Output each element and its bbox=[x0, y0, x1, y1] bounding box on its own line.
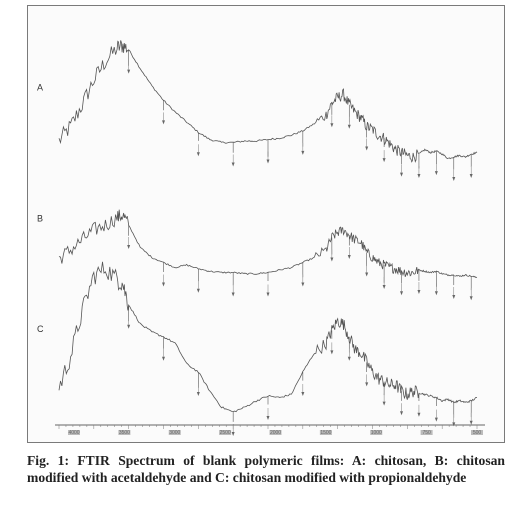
peak-marker bbox=[417, 412, 421, 417]
peak-marker bbox=[400, 411, 404, 416]
x-tick-box bbox=[118, 430, 131, 435]
x-tick-label: 4000 bbox=[68, 430, 79, 436]
peak-marker bbox=[469, 420, 473, 425]
x-tick-label: 750 bbox=[422, 430, 431, 436]
peak-marker bbox=[382, 158, 386, 163]
peak-marker bbox=[469, 296, 473, 301]
peak-marker bbox=[231, 432, 235, 436]
peak-marker bbox=[231, 162, 235, 167]
x-tick-box bbox=[68, 430, 80, 435]
peak-marker bbox=[301, 392, 305, 396]
x-tick-label: 1000 bbox=[371, 430, 382, 436]
peak-marker bbox=[301, 150, 305, 155]
peak-marker bbox=[452, 295, 456, 299]
peak-marker bbox=[347, 255, 351, 259]
peak-marker bbox=[365, 272, 369, 277]
peak-marker bbox=[434, 417, 438, 422]
series-label-b: B bbox=[37, 213, 43, 223]
series-c: C bbox=[37, 261, 478, 436]
peak-marker bbox=[452, 422, 456, 427]
series-line-a bbox=[58, 40, 478, 163]
peak-marker bbox=[127, 69, 131, 74]
peak-marker bbox=[382, 285, 386, 289]
peak-marker bbox=[162, 356, 165, 361]
peak-marker bbox=[196, 288, 200, 293]
peak-marker bbox=[162, 120, 165, 125]
series-label-a: A bbox=[37, 82, 43, 92]
peak-marker bbox=[434, 291, 438, 296]
peak-marker bbox=[266, 416, 270, 420]
series-a: A bbox=[37, 40, 478, 181]
peak-marker bbox=[330, 123, 334, 128]
ftir-spectrum-chart: A B C 4000 3500 3000 2500 2000 1500 1000 750 500 bbox=[37, 40, 485, 436]
series-label-c: C bbox=[37, 324, 44, 334]
peak-marker bbox=[365, 146, 369, 151]
x-tick-box bbox=[471, 430, 483, 435]
peak-marker bbox=[196, 392, 200, 396]
x-tick-label: 3500 bbox=[119, 430, 130, 436]
x-tick-box bbox=[219, 430, 232, 435]
peak-marker bbox=[231, 292, 235, 297]
peak-marker bbox=[127, 245, 131, 249]
peak-marker bbox=[400, 172, 404, 177]
series-line-b bbox=[58, 209, 478, 278]
series-layer: A B C bbox=[37, 40, 478, 436]
series-b: B bbox=[37, 209, 478, 301]
x-tick-label: 3000 bbox=[169, 430, 180, 436]
x-tick-label: 500 bbox=[473, 430, 482, 436]
x-tick-box bbox=[370, 430, 383, 435]
peak-marker bbox=[127, 324, 131, 329]
x-axis: 4000 3500 3000 2500 2000 1500 1000 750 500 bbox=[55, 424, 485, 436]
series-line-c bbox=[58, 261, 478, 413]
figure-caption: Fig. 1: FTIR Spectrum of blank polymeric… bbox=[27, 453, 505, 485]
peak-marker bbox=[330, 257, 334, 262]
peak-marker bbox=[434, 171, 438, 176]
x-tick-box bbox=[420, 430, 433, 435]
x-tick-label: 1500 bbox=[320, 430, 331, 436]
peak-marker bbox=[301, 282, 305, 287]
x-tick-box bbox=[269, 430, 282, 435]
x-tick-label: 2500 bbox=[220, 430, 231, 436]
peak-marker bbox=[417, 174, 421, 179]
peak-marker bbox=[382, 401, 386, 406]
peak-marker bbox=[452, 176, 456, 181]
peak-marker bbox=[266, 159, 270, 164]
peak-marker bbox=[347, 124, 351, 129]
x-tick-label: 2000 bbox=[270, 430, 281, 436]
peak-marker bbox=[417, 290, 421, 294]
peak-marker bbox=[196, 152, 200, 157]
plot-frame bbox=[27, 5, 505, 443]
peak-marker bbox=[162, 282, 165, 287]
peak-marker bbox=[365, 382, 369, 387]
peak-marker bbox=[400, 291, 404, 296]
peak-marker bbox=[330, 350, 334, 355]
peak-marker bbox=[469, 174, 473, 179]
peak-marker bbox=[347, 356, 351, 361]
x-tick-box bbox=[168, 430, 181, 435]
peak-marker bbox=[266, 292, 270, 297]
x-tick-box bbox=[319, 430, 332, 435]
